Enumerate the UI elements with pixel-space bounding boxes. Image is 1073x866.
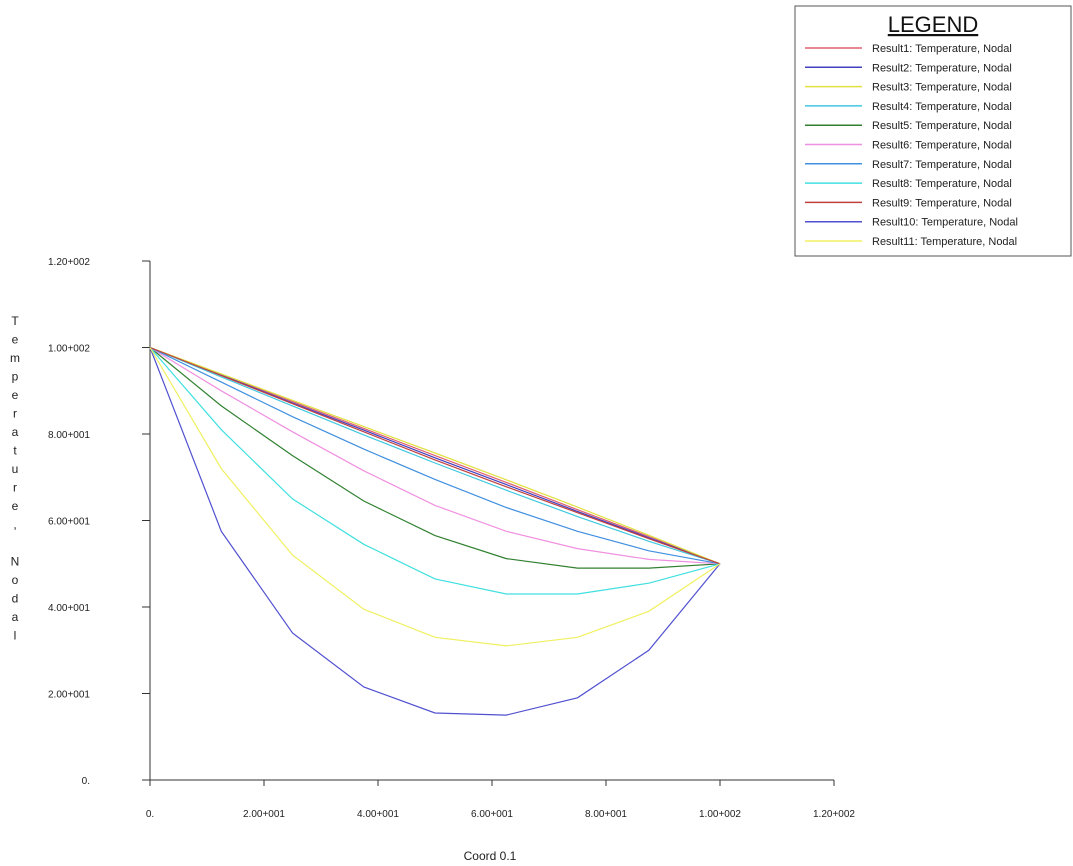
y-axis-title-char: o [12,573,19,587]
y-axis-title-char: , [13,518,16,532]
x-tick-label: 1.20+002 [813,809,855,820]
y-axis-title-char: e [12,499,19,513]
y-tick-label: 0. [82,776,90,787]
y-tick-label: 1.00+002 [48,344,90,355]
legend-entry-label: Result10: Temperature, Nodal [872,217,1018,229]
x-tick-label: 4.00+001 [357,809,399,820]
legend-entry-label: Result7: Temperature, Nodal [872,159,1012,171]
legend-entry-label: Result2: Temperature, Nodal [872,62,1012,74]
y-axis-title-char: a [12,610,19,624]
y-axis-title-char: r [13,407,17,421]
y-axis-title-char: a [12,425,19,439]
y-axis-title-char: p [12,370,19,384]
legend-entry-label: Result9: Temperature, Nodal [872,197,1012,209]
y-axis-ticks: 0. 2.00+001 4.00+001 6.00+001 8.00+001 1.00+0… [48,257,150,787]
y-axis-title: Temperature, Nodal [10,314,20,643]
legend-entry-label: Result8: Temperature, Nodal [872,178,1012,190]
legend-entry-label: Result1: Temperature, Nodal [872,43,1012,55]
y-axis-title-char: r [13,481,17,495]
series-line-1 [150,348,720,564]
x-axis-ticks: 0. 2.00+001 4.00+001 6.00+001 8.00+001 1.00+0… [146,780,856,820]
x-tick-label: 0. [146,809,154,820]
y-tick-label: 4.00+001 [48,603,90,614]
y-axis-title-char: e [12,388,19,402]
x-tick-label: 6.00+001 [471,809,513,820]
axes: 0. 2.00+001 4.00+001 6.00+001 8.00+001 1.00+0… [48,257,855,820]
y-axis-title-char: d [12,592,19,606]
y-axis-title-char: u [12,462,19,476]
y-tick-label: 8.00+001 [48,430,90,441]
legend-entry-label: Result3: Temperature, Nodal [872,82,1012,94]
y-axis-title-char: e [12,333,19,347]
legend-entry-label: Result11: Temperature, Nodal [872,236,1017,248]
y-tick-label: 1.20+002 [48,257,90,268]
legend-title: LEGEND [888,12,978,37]
y-axis-title-char: m [10,351,20,365]
y-tick-label: 6.00+001 [48,517,90,528]
y-axis-title-char: l [14,629,17,643]
y-tick-label: 2.00+001 [48,690,90,701]
legend-entry-label: Result6: Temperature, Nodal [872,140,1012,152]
x-tick-label: 1.00+002 [699,809,741,820]
series-layer [150,348,720,716]
x-axis-title: Coord 0.1 [464,849,517,863]
x-tick-label: 2.00+001 [243,809,285,820]
y-axis-title-char: T [11,314,19,328]
legend-entry-label: Result5: Temperature, Nodal [872,120,1012,132]
legend-entry-label: Result4: Temperature, Nodal [872,101,1012,113]
x-tick-label: 8.00+001 [585,809,627,820]
y-axis-title-char: N [11,555,20,569]
legend: LEGEND Result1: Temperature, Nodal Result… [795,6,1071,256]
y-axis-title-char: t [13,444,17,458]
series-line-11 [150,348,720,646]
